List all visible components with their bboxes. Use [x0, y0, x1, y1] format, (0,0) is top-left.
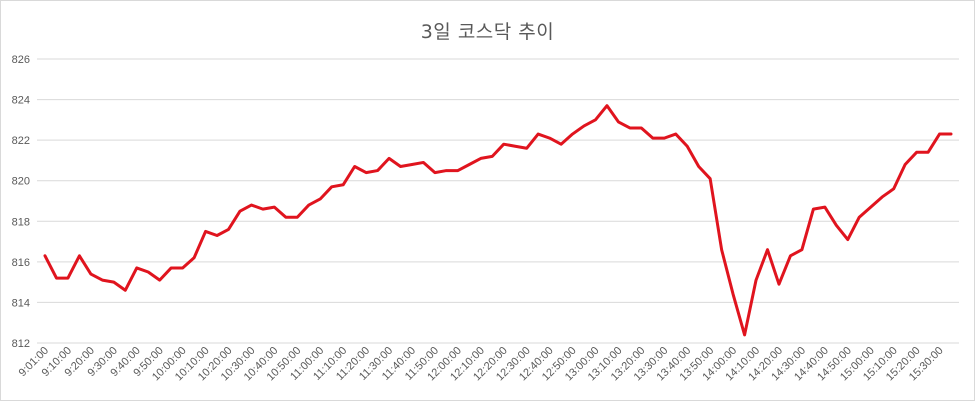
data-point	[354, 166, 356, 168]
data-point	[182, 267, 184, 269]
data-point	[262, 208, 264, 210]
data-point	[893, 188, 895, 190]
data-point	[789, 255, 791, 257]
data-point	[113, 281, 115, 283]
data-point	[847, 239, 849, 241]
data-point	[67, 277, 69, 279]
data-point	[939, 133, 941, 135]
data-point	[721, 249, 723, 251]
data-point	[273, 206, 275, 208]
data-point	[216, 234, 218, 236]
data-point	[606, 105, 608, 107]
data-point	[147, 271, 149, 273]
data-point	[159, 279, 161, 281]
data-point	[239, 210, 241, 212]
data-point	[675, 133, 677, 135]
data-point	[698, 166, 700, 168]
data-point	[537, 133, 539, 135]
data-point	[227, 228, 229, 230]
data-point	[503, 143, 505, 145]
data-point	[170, 267, 172, 269]
y-tick-label: 818	[12, 216, 30, 228]
data-point	[881, 196, 883, 198]
data-point	[526, 147, 528, 149]
data-point	[686, 145, 688, 147]
data-point	[870, 206, 872, 208]
data-point	[457, 170, 459, 172]
data-point	[468, 163, 470, 165]
data-point	[136, 267, 138, 269]
data-point	[411, 163, 413, 165]
data-point	[824, 206, 826, 208]
data-point	[744, 334, 746, 336]
data-point	[916, 151, 918, 153]
data-point	[732, 293, 734, 295]
data-point	[663, 137, 665, 139]
data-point	[560, 143, 562, 145]
data-point	[767, 249, 769, 251]
data-point	[101, 279, 103, 281]
data-point	[652, 137, 654, 139]
x-axis-ticks: 9:01:009:10:009:20:009:30:009:40:009:50:…	[17, 345, 946, 384]
data-point	[124, 289, 126, 291]
data-point	[250, 204, 252, 206]
data-point	[755, 279, 757, 281]
data-point	[342, 184, 344, 186]
data-point	[445, 170, 447, 172]
y-tick-label: 814	[12, 297, 30, 309]
data-point	[583, 125, 585, 127]
data-point	[90, 273, 92, 275]
y-tick-label: 816	[12, 257, 30, 269]
data-point	[308, 204, 310, 206]
y-tick-label: 812	[12, 338, 30, 350]
y-tick-label: 824	[12, 95, 30, 107]
data-point	[480, 157, 482, 159]
data-point	[365, 172, 367, 174]
data-point	[388, 157, 390, 159]
y-tick-label: 822	[12, 135, 30, 147]
data-point	[835, 224, 837, 226]
data-point	[193, 257, 195, 259]
data-point	[858, 216, 860, 218]
data-point	[629, 127, 631, 129]
data-point	[617, 121, 619, 123]
data-point	[640, 127, 642, 129]
data-point	[205, 230, 207, 232]
data-point	[400, 166, 402, 168]
data-point	[927, 151, 929, 153]
data-point	[296, 216, 298, 218]
data-point	[950, 133, 952, 135]
data-point	[801, 249, 803, 251]
series-layer	[44, 105, 952, 336]
data-point	[812, 208, 814, 210]
data-point	[331, 186, 333, 188]
data-point	[78, 255, 80, 257]
data-point	[594, 119, 596, 121]
data-point	[434, 172, 436, 174]
gridlines	[37, 59, 959, 343]
data-point	[55, 277, 57, 279]
data-point	[44, 255, 46, 257]
y-axis-ticks: 812 814 816 818 820 822 824 826	[12, 54, 30, 350]
data-point	[572, 133, 574, 135]
y-tick-label: 826	[12, 54, 30, 66]
data-point	[377, 170, 379, 172]
data-point	[709, 178, 711, 180]
data-point	[319, 198, 321, 200]
data-point	[514, 145, 516, 147]
data-point	[491, 155, 493, 157]
data-point	[549, 137, 551, 139]
data-point	[778, 283, 780, 285]
y-tick-label: 820	[12, 176, 30, 188]
data-point	[422, 161, 424, 163]
data-point	[904, 163, 906, 165]
data-point	[285, 216, 287, 218]
